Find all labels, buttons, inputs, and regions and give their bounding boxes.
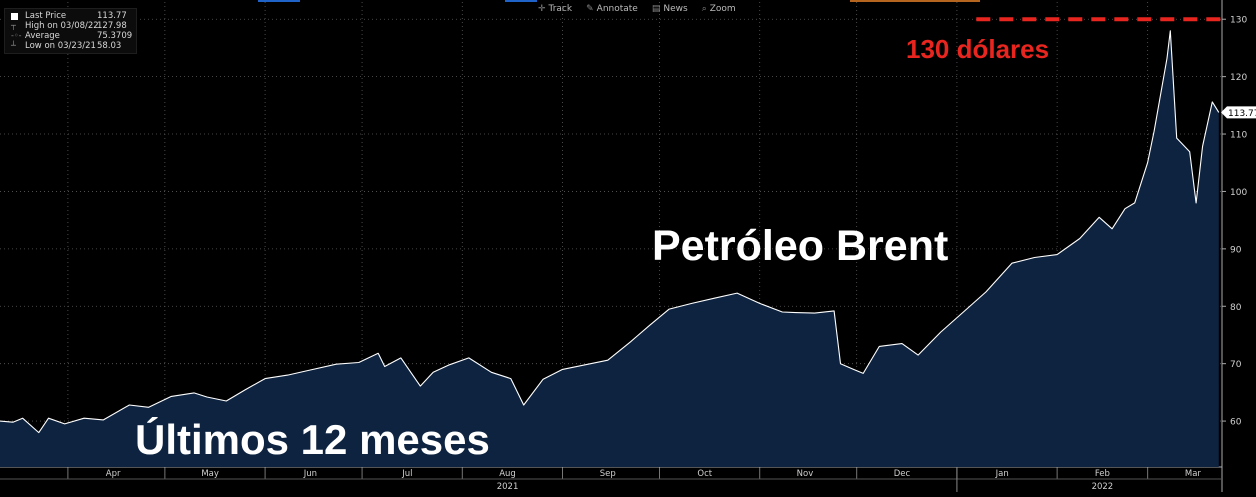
tab-strip-orange — [850, 0, 980, 2]
price-line — [0, 30, 1220, 434]
chart-overlay-title: Petróleo Brent — [652, 222, 949, 270]
legend-row-low: ┴ Low on 03/23/21 58.03 — [5, 41, 136, 51]
chart-overlay-subtitle: Últimos 12 meses — [135, 416, 490, 463]
tab-strip-blue-1 — [258, 0, 300, 2]
high-marker-icon: ┬ — [11, 21, 16, 30]
last-price-swatch — [11, 13, 18, 20]
crosshair-icon: ✛ — [538, 4, 546, 14]
zoom-button[interactable]: ⌕ Zoom — [699, 1, 739, 17]
y-tick-label: 100 — [1230, 188, 1247, 198]
target-price-label: 130 dólares — [906, 34, 1050, 64]
legend-last-price-value: 113.77 — [97, 11, 127, 21]
x-month-label: Aug — [499, 469, 516, 479]
price-area — [0, 30, 1219, 468]
legend-last-price-label: Last Price — [25, 11, 67, 21]
pencil-icon: ✎ — [586, 4, 594, 14]
last-price-tag-label: 113.77 — [1228, 109, 1256, 119]
x-month-label: Sep — [600, 469, 616, 479]
x-month-label: Feb — [1095, 469, 1110, 479]
x-month-label: Jan — [995, 469, 1009, 479]
news-button[interactable]: ▤ News — [649, 1, 691, 17]
annotate-button[interactable]: ✎ Annotate — [583, 1, 641, 17]
x-month-label: Nov — [797, 469, 814, 479]
y-tick-label: 80 — [1230, 303, 1242, 313]
legend-average-value: 75.3709 — [97, 31, 133, 41]
last-price-tag — [1221, 106, 1256, 119]
x-month-label: Jul — [401, 469, 412, 479]
annotate-label: Annotate — [596, 4, 638, 14]
x-month-label: Apr — [106, 469, 121, 479]
x-month-label: Jun — [303, 469, 317, 479]
legend-row-high: ┬ High on 03/08/22 127.98 — [5, 21, 136, 31]
magnifier-icon: ⌕ — [701, 4, 707, 14]
x-month-label: May — [201, 469, 219, 479]
legend-row-average: -◦- Average 75.3709 — [5, 31, 136, 41]
y-tick-label: 90 — [1230, 245, 1242, 255]
y-tick-label: 110 — [1230, 131, 1247, 141]
legend-row-last-price: Last Price 113.77 — [5, 11, 136, 21]
y-tick-label: 130 — [1230, 16, 1247, 26]
tab-strip-blue-2 — [505, 0, 537, 2]
x-month-label: Mar — [1185, 469, 1202, 479]
y-tick-label: 70 — [1230, 360, 1242, 370]
x-month-label: Oct — [697, 469, 712, 479]
average-marker-icon: -◦- — [11, 31, 22, 40]
track-label: Track — [548, 4, 573, 14]
track-button[interactable]: ✛ Track — [535, 1, 575, 17]
legend-average-label: Average — [25, 31, 60, 41]
x-month-label: Dec — [894, 469, 911, 479]
legend-low-label: Low on 03/23/21 — [25, 41, 96, 51]
zoom-label: Zoom — [709, 4, 736, 14]
legend-low-value: 58.03 — [97, 41, 122, 51]
chart-toolbar: ✛ Track ✎ Annotate ▤ News ⌕ Zoom — [535, 1, 739, 17]
x-year-label: 2021 — [497, 482, 519, 492]
x-year-label: 2022 — [1092, 482, 1114, 492]
news-icon: ▤ — [651, 4, 661, 14]
legend-high-label: High on 03/08/22 — [25, 21, 99, 31]
chart-legend: Last Price 113.77 ┬ High on 03/08/22 127… — [4, 8, 137, 54]
legend-high-value: 127.98 — [97, 21, 127, 31]
y-tick-label: 120 — [1230, 73, 1247, 83]
low-marker-icon: ┴ — [11, 41, 16, 50]
news-label: News — [663, 4, 688, 14]
y-tick-label: 60 — [1230, 418, 1242, 428]
